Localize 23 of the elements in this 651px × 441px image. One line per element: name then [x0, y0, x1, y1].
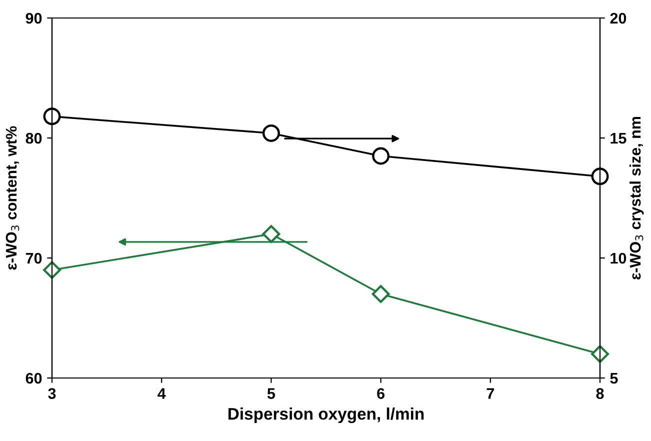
x-tick-label: 8 — [596, 388, 604, 399]
x-tick-label: 4 — [158, 388, 166, 399]
y2-tick-label: 15 — [610, 133, 626, 144]
point — [262, 225, 280, 243]
y2-tick-label: 20 — [610, 12, 626, 24]
y-tick-label: 80 — [26, 132, 42, 144]
point — [591, 168, 609, 186]
x-tick-label: 5 — [267, 388, 276, 399]
x-tick-label: 6 — [377, 388, 384, 399]
x-axis-title: Dispersion oxygen, l/min — [228, 408, 424, 424]
x-tick-label: 7 — [486, 388, 494, 399]
y-axis-title: ε-WO$_{3}$ content, wt% — [6, 126, 20, 270]
y-tick-label: 70 — [26, 252, 42, 264]
point — [372, 147, 390, 165]
y2-axis-title: ε-WO$_{3}$ crystal size, nm — [629, 116, 644, 280]
y-tick-label: 60 — [26, 372, 42, 384]
x-tick-label: 3 — [48, 388, 56, 399]
y-tick-label: 90 — [26, 12, 42, 24]
y2-tick-label: 5 — [610, 373, 618, 384]
point — [372, 285, 390, 303]
y2-tick-label: 10 — [610, 252, 626, 264]
point — [43, 108, 61, 126]
point — [262, 124, 280, 142]
